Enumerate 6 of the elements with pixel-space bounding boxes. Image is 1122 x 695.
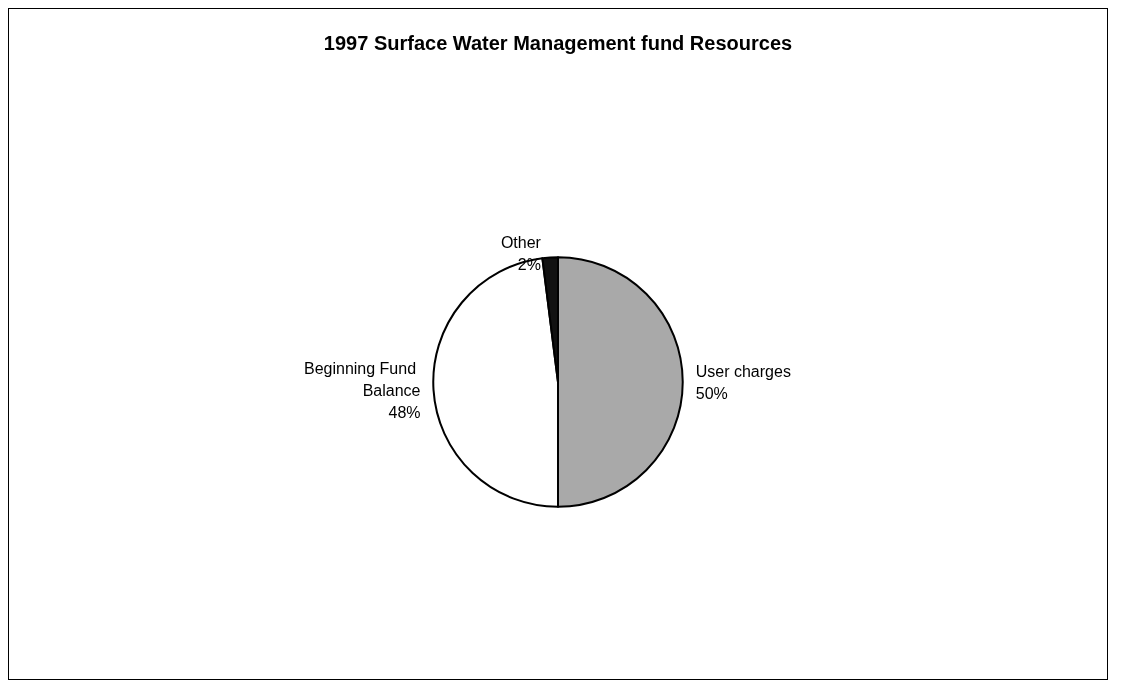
slice-label: User charges (695, 362, 791, 380)
slice-label: Beginning Fund Balance (303, 359, 421, 399)
chart-title: 1997 Surface Water Management fund Resources (322, 31, 794, 56)
data-label: 48% (388, 403, 421, 421)
data-label: 50% (695, 384, 728, 402)
slice-label: Other (500, 234, 542, 252)
